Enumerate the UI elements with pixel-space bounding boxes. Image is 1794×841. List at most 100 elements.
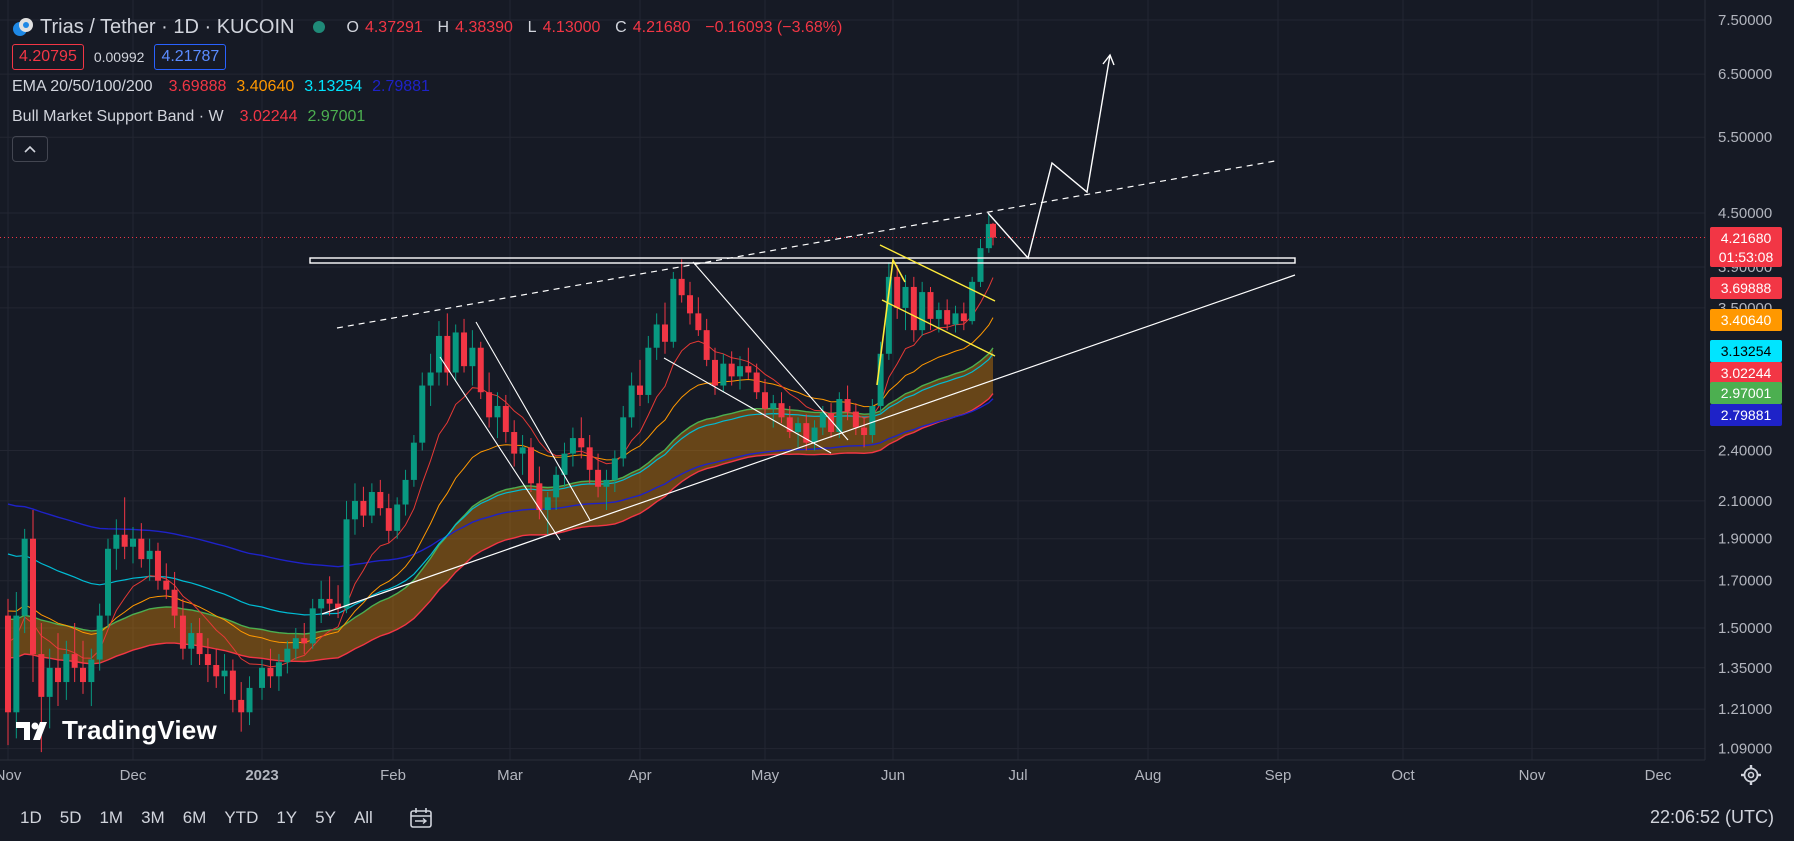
- symbol-title[interactable]: Trias / Tether · 1D · KUCOIN: [40, 15, 295, 38]
- candle-body: [910, 286, 917, 331]
- price-change: −0.16093 (−3.68%): [705, 19, 843, 36]
- candle-body: [171, 589, 178, 616]
- date-range-icon[interactable]: [409, 807, 435, 829]
- candle-body: [55, 667, 61, 683]
- buy-price-button[interactable]: 4.21787: [154, 44, 227, 70]
- candle-body: [138, 538, 145, 560]
- price-label-text: 2.97001: [1721, 385, 1772, 401]
- price-tick-label: 1.90000: [1718, 531, 1772, 548]
- bmsb-ema-line: [7, 347, 994, 635]
- trias-coin-icon: [13, 18, 33, 36]
- candle-body: [292, 638, 299, 649]
- price-label-bg: [1710, 277, 1782, 299]
- candle-body: [737, 366, 743, 377]
- channel-line-2a: [663, 357, 832, 454]
- close-value: 4.21680: [632, 19, 691, 36]
- time-tick-label: Dec: [1645, 767, 1672, 784]
- timeframe-5y[interactable]: 5Y: [315, 808, 336, 827]
- price-tick-label: 1.09000: [1718, 741, 1772, 758]
- close-key: C: [615, 19, 627, 36]
- candle-body: [944, 310, 951, 325]
- time-tick-label: 2023: [245, 767, 278, 784]
- price-label-badge: 2.79881: [1710, 404, 1782, 426]
- price-label-badge: 3.02244: [1710, 362, 1782, 384]
- candle-body: [653, 324, 660, 348]
- ema-200-value: 2.79881: [372, 78, 430, 95]
- price-tick-label: 6.50000: [1718, 66, 1772, 83]
- candle-body: [778, 403, 785, 418]
- candle-body: [229, 670, 236, 700]
- candle-body: [695, 313, 702, 331]
- candle-body: [637, 385, 643, 395]
- time-tick-label: Jul: [1008, 767, 1027, 784]
- candle-body: [811, 427, 818, 443]
- candle-body: [844, 399, 851, 412]
- candle-body: [894, 276, 901, 308]
- utc-clock[interactable]: 22:06:52 (UTC): [1649, 807, 1774, 827]
- candle-body: [494, 405, 501, 418]
- candle-body: [13, 615, 20, 713]
- candle-body: [603, 479, 610, 487]
- open-key: O: [346, 19, 359, 36]
- candle-body: [105, 548, 111, 616]
- candle-body: [645, 347, 652, 395]
- price-tick-label: 7.50000: [1718, 12, 1772, 29]
- gear-icon[interactable]: [1740, 764, 1762, 786]
- timeframe-5d[interactable]: 5D: [59, 808, 82, 827]
- candle-body: [5, 615, 11, 713]
- time-tick-label: Apr: [628, 767, 651, 784]
- tradingview-logo-icon: [16, 721, 47, 740]
- timeframe-3m[interactable]: 3M: [141, 808, 165, 827]
- candle-body: [179, 615, 186, 649]
- ema-50-line: [7, 317, 994, 644]
- candle-body: [985, 224, 992, 249]
- candle-body: [852, 411, 859, 428]
- price-label-bg: [1710, 340, 1782, 362]
- tradingview-logo[interactable]: TradingView: [16, 715, 217, 746]
- candle-body: [461, 332, 468, 367]
- timeframe-1m[interactable]: 1M: [99, 808, 124, 827]
- candle-body: [952, 313, 959, 325]
- candle-body: [753, 372, 760, 393]
- time-tick-label: Aug: [1135, 767, 1162, 784]
- tradingview-logo-text: TradingView: [62, 715, 217, 745]
- candle-body: [21, 538, 28, 616]
- last-price-value: 4.21680: [1721, 230, 1772, 246]
- price-label-text: 3.13254: [1721, 343, 1772, 359]
- candle-body: [80, 667, 86, 683]
- candle-body: [30, 538, 36, 655]
- candle-body: [561, 453, 568, 475]
- time-axis: Nov Dec 2023 Feb Mar Apr May Jun Jul Aug Sep Oct Nov…: [0, 767, 1672, 784]
- candle-body: [246, 687, 253, 713]
- ema-indicator-row[interactable]: EMA 20/50/100/200 3.69888 3.40640 3.1325…: [12, 72, 852, 102]
- candle-body: [113, 534, 120, 549]
- candle-body: [213, 665, 220, 677]
- time-tick-label: Oct: [1391, 767, 1415, 784]
- price-tick-label: 1.50000: [1718, 620, 1772, 637]
- candle-body: [309, 608, 316, 644]
- collapse-legend-button[interactable]: [12, 136, 48, 162]
- sell-price-button[interactable]: 4.20795: [12, 44, 84, 70]
- timeframe-1y[interactable]: 1Y: [276, 808, 298, 827]
- bar-countdown: 01:53:08: [1719, 249, 1774, 265]
- ema-20-value: 3.69888: [168, 78, 227, 95]
- timeframe-1d[interactable]: 1D: [20, 808, 42, 827]
- timeframe-ytd[interactable]: YTD: [224, 808, 259, 827]
- timeframe-6m[interactable]: 6M: [182, 808, 207, 827]
- price-tick-label: 1.70000: [1718, 573, 1772, 590]
- timeframe-all[interactable]: All: [353, 808, 373, 827]
- low-key: L: [527, 19, 537, 36]
- candle-body: [267, 667, 274, 677]
- bmsb-indicator-row[interactable]: Bull Market Support Band · W 3.02244 2.9…: [12, 102, 852, 132]
- candle-body: [351, 500, 358, 520]
- bmsb-sma-value: 3.02244: [239, 108, 298, 125]
- candle-body: [795, 423, 802, 433]
- candle-body: [712, 359, 718, 386]
- candle-body: [544, 497, 551, 511]
- price-axis: 7.500006.500005.500004.500003.900003.500…: [1710, 12, 1782, 758]
- candle-body: [990, 223, 996, 238]
- candle-body: [163, 580, 170, 590]
- time-tick-label: Jun: [881, 767, 905, 784]
- price-tick-label: 1.21000: [1718, 701, 1772, 718]
